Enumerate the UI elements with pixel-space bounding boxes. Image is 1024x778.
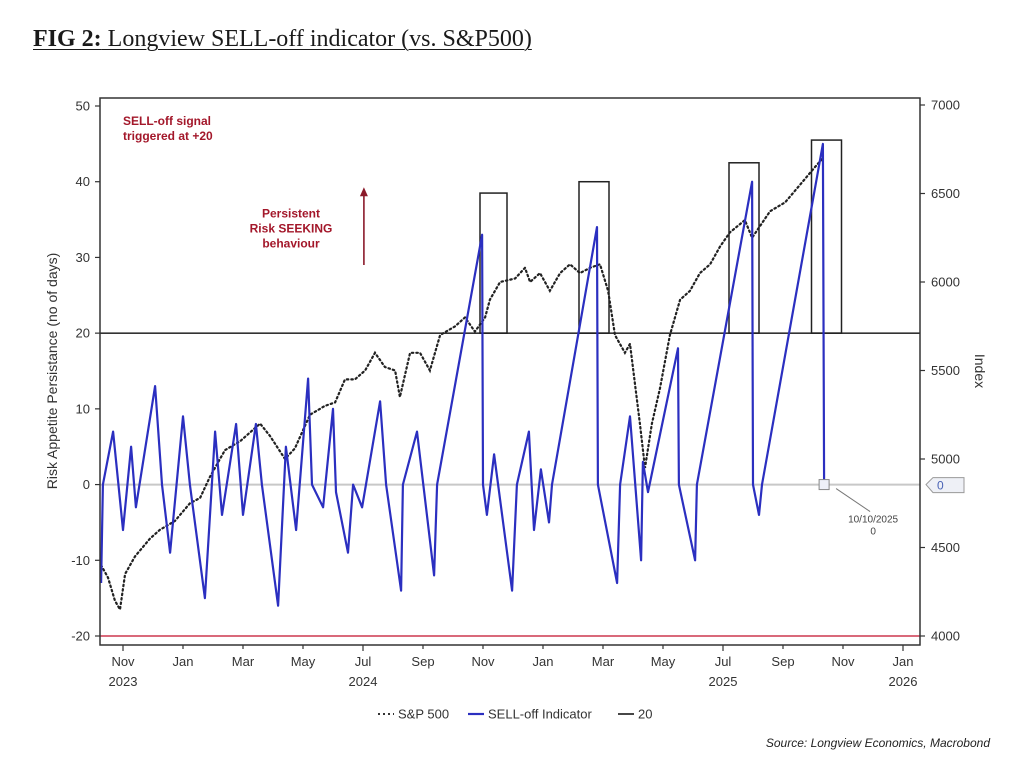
y-right-tick-label: 7000 (931, 98, 960, 113)
y-left-tick-label: 40 (76, 174, 90, 189)
legend-label-selloff: SELL-off Indicator (488, 707, 592, 722)
y-left-tick-label: -10 (71, 553, 90, 568)
source-note: Source: Longview Economics, Macrobond (765, 736, 990, 750)
y-left-tick-label: 30 (76, 250, 90, 265)
y-left-tick-label: 0 (83, 477, 90, 492)
figure-title-text: Longview SELL-off indicator (vs. S&P500) (101, 26, 532, 52)
y-left-tick-label: 50 (76, 99, 90, 114)
x-tick-label: Jan (893, 654, 914, 669)
signal-box-2 (728, 162, 760, 334)
y-right-tick-label: 6500 (931, 186, 960, 201)
x-tick-year-label: 2025 (709, 674, 738, 689)
x-tick-label: Nov (471, 654, 495, 669)
y-right-tick-label: 5000 (931, 452, 960, 467)
x-tick-label: May (651, 654, 676, 669)
x-tick-label: Jan (173, 654, 194, 669)
y-left-tick-label: -20 (71, 629, 90, 644)
figure-title-prefix: FIG 2: (33, 26, 102, 52)
x-tick-label: Nov (111, 654, 135, 669)
annotation-arrow-head (359, 187, 368, 197)
annotation-text-0: SELL-off signal (123, 114, 211, 128)
signal-box-1 (578, 180, 610, 334)
x-tick-label: Mar (592, 654, 615, 669)
y-right-tick-label: 6000 (931, 275, 960, 290)
last-value-leader-line (835, 488, 871, 512)
last-value-axis-tag-label: 0 (937, 479, 944, 493)
y-right-tick-label: 5500 (931, 363, 960, 378)
series-selloff-indicator-line (100, 142, 826, 607)
x-tick-label: May (291, 654, 316, 669)
y-right-tick-label: 4500 (931, 540, 960, 555)
figure-title: FIG 2: Longview SELL-off indicator (vs. … (33, 26, 532, 53)
y-left-tick-label: 20 (76, 326, 90, 341)
legend-label-threshold: 20 (638, 707, 652, 722)
y-right-axis-label: Index (972, 354, 988, 388)
x-tick-year-label: 2026 (889, 674, 918, 689)
x-tick-year-label: 2024 (349, 674, 378, 689)
x-tick-label: Jul (355, 654, 372, 669)
x-tick-label: Jan (533, 654, 554, 669)
last-value-date: 10/10/2025 (848, 515, 898, 526)
last-value-axis-tag (925, 477, 965, 494)
x-tick-label: Sep (771, 654, 794, 669)
plot-frame (99, 97, 921, 646)
legend-label-sp500: S&P 500 (398, 707, 449, 722)
x-tick-year-label: 2023 (109, 674, 138, 689)
x-tick-label: Sep (411, 654, 434, 669)
y-left-axis-label: Risk Appetite Persistance (no of days) (44, 253, 60, 490)
x-tick-label: Mar (232, 654, 255, 669)
last-value-value: 0 (870, 527, 876, 538)
series-sp500-line (100, 157, 825, 613)
x-tick-label: Nov (831, 654, 855, 669)
annotation-text-0: triggered at +20 (123, 129, 213, 143)
signal-box-3 (810, 139, 843, 334)
y-left-tick-label: 10 (76, 401, 90, 416)
annotation-text-1: behaviour (262, 236, 320, 250)
annotation-text-1: Risk SEEKING (250, 221, 333, 235)
last-value-marker (818, 479, 830, 491)
signal-box-0 (479, 192, 508, 334)
annotation-text-1: Persistent (262, 206, 320, 220)
x-tick-label: Jul (715, 654, 732, 669)
y-right-tick-label: 4000 (931, 629, 960, 644)
